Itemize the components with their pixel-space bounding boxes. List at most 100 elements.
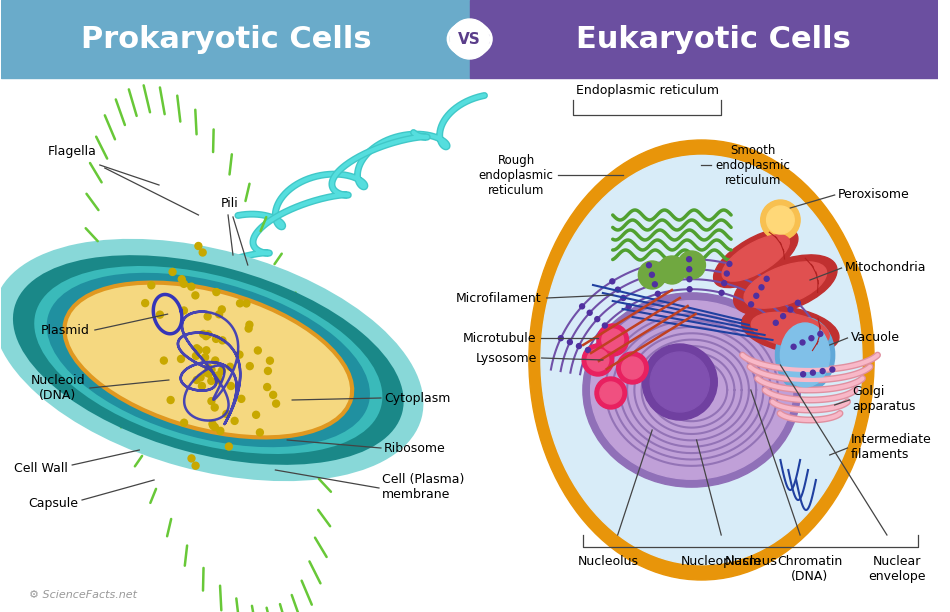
Circle shape bbox=[215, 377, 222, 384]
Circle shape bbox=[193, 353, 200, 359]
Circle shape bbox=[620, 296, 626, 300]
Circle shape bbox=[727, 261, 732, 266]
Circle shape bbox=[198, 374, 204, 381]
Circle shape bbox=[809, 335, 814, 341]
Text: Vacuole: Vacuole bbox=[850, 330, 900, 343]
Circle shape bbox=[188, 283, 195, 290]
Circle shape bbox=[231, 417, 238, 424]
Circle shape bbox=[687, 277, 692, 282]
Text: ⚙ ScienceFacts.net: ⚙ ScienceFacts.net bbox=[28, 590, 137, 600]
Text: Flagella: Flagella bbox=[48, 145, 97, 158]
Circle shape bbox=[800, 340, 805, 345]
Circle shape bbox=[820, 368, 826, 373]
Circle shape bbox=[773, 320, 778, 326]
Circle shape bbox=[626, 304, 631, 309]
Circle shape bbox=[210, 422, 217, 429]
Text: Plasmid: Plasmid bbox=[41, 324, 90, 337]
Circle shape bbox=[267, 357, 274, 364]
Circle shape bbox=[616, 287, 620, 292]
Text: Microtubule: Microtubule bbox=[463, 332, 536, 345]
Text: VS: VS bbox=[458, 31, 481, 47]
Circle shape bbox=[204, 313, 211, 320]
Ellipse shape bbox=[0, 239, 424, 481]
Text: Ribosome: Ribosome bbox=[384, 441, 446, 455]
Circle shape bbox=[180, 307, 187, 314]
Circle shape bbox=[642, 344, 717, 420]
Text: Nuclear
envelope: Nuclear envelope bbox=[868, 555, 925, 583]
Circle shape bbox=[142, 300, 148, 307]
Text: Cytoplasm: Cytoplasm bbox=[384, 392, 450, 405]
Text: Nucleus: Nucleus bbox=[724, 555, 777, 568]
Circle shape bbox=[205, 364, 212, 371]
Circle shape bbox=[237, 300, 243, 307]
Circle shape bbox=[759, 285, 764, 290]
Circle shape bbox=[243, 300, 250, 307]
Circle shape bbox=[830, 367, 835, 372]
Circle shape bbox=[647, 263, 652, 267]
Circle shape bbox=[264, 384, 271, 390]
Text: Capsule: Capsule bbox=[28, 496, 78, 510]
Ellipse shape bbox=[65, 283, 352, 438]
Circle shape bbox=[450, 19, 489, 59]
Circle shape bbox=[193, 376, 200, 384]
Text: Microfilament: Microfilament bbox=[456, 291, 542, 305]
Circle shape bbox=[193, 345, 200, 352]
Circle shape bbox=[602, 329, 623, 351]
Circle shape bbox=[238, 395, 245, 402]
Circle shape bbox=[209, 420, 216, 427]
Circle shape bbox=[724, 271, 730, 276]
Circle shape bbox=[795, 300, 800, 305]
Circle shape bbox=[580, 304, 584, 309]
Ellipse shape bbox=[591, 300, 792, 479]
Ellipse shape bbox=[742, 307, 839, 353]
Circle shape bbox=[585, 348, 591, 353]
Circle shape bbox=[202, 333, 209, 340]
Circle shape bbox=[179, 275, 185, 283]
Text: Nucleoplasm: Nucleoplasm bbox=[681, 555, 762, 568]
Circle shape bbox=[650, 272, 655, 277]
Circle shape bbox=[227, 382, 235, 389]
Circle shape bbox=[256, 429, 263, 436]
Circle shape bbox=[687, 286, 693, 292]
Circle shape bbox=[245, 325, 252, 332]
Bar bbox=[469, 0, 939, 78]
Text: Intermediate
filaments: Intermediate filaments bbox=[850, 433, 931, 461]
Ellipse shape bbox=[722, 235, 789, 281]
Circle shape bbox=[167, 397, 174, 403]
Text: Nucleoid
(DNA): Nucleoid (DNA) bbox=[30, 374, 85, 402]
Circle shape bbox=[216, 311, 222, 318]
Circle shape bbox=[161, 357, 167, 364]
Circle shape bbox=[270, 392, 276, 398]
Circle shape bbox=[559, 335, 563, 341]
Ellipse shape bbox=[34, 266, 383, 454]
Circle shape bbox=[253, 411, 259, 418]
Circle shape bbox=[781, 313, 786, 319]
Circle shape bbox=[215, 372, 221, 379]
Ellipse shape bbox=[583, 293, 801, 487]
Circle shape bbox=[722, 281, 727, 286]
Circle shape bbox=[801, 371, 806, 377]
Text: Mitochondria: Mitochondria bbox=[845, 261, 926, 274]
Circle shape bbox=[582, 344, 614, 376]
Text: Rough
endoplasmic
reticulum: Rough endoplasmic reticulum bbox=[479, 154, 554, 196]
Circle shape bbox=[192, 462, 200, 469]
Text: Smooth
endoplasmic
reticulum: Smooth endoplasmic reticulum bbox=[715, 143, 790, 187]
Ellipse shape bbox=[744, 262, 826, 308]
Text: Golgi
apparatus: Golgi apparatus bbox=[852, 385, 916, 413]
Circle shape bbox=[236, 351, 243, 358]
Circle shape bbox=[200, 249, 206, 256]
Circle shape bbox=[192, 292, 199, 299]
Circle shape bbox=[211, 404, 218, 411]
Text: Pili: Pili bbox=[221, 197, 238, 210]
Circle shape bbox=[223, 411, 230, 417]
Bar bbox=[1, 0, 469, 78]
Circle shape bbox=[788, 307, 793, 312]
Circle shape bbox=[264, 367, 272, 375]
Circle shape bbox=[201, 354, 209, 361]
Circle shape bbox=[208, 366, 215, 373]
Ellipse shape bbox=[751, 312, 829, 348]
Circle shape bbox=[200, 330, 207, 337]
Circle shape bbox=[205, 370, 213, 377]
Text: Lysosome: Lysosome bbox=[475, 351, 537, 365]
Circle shape bbox=[180, 419, 187, 426]
